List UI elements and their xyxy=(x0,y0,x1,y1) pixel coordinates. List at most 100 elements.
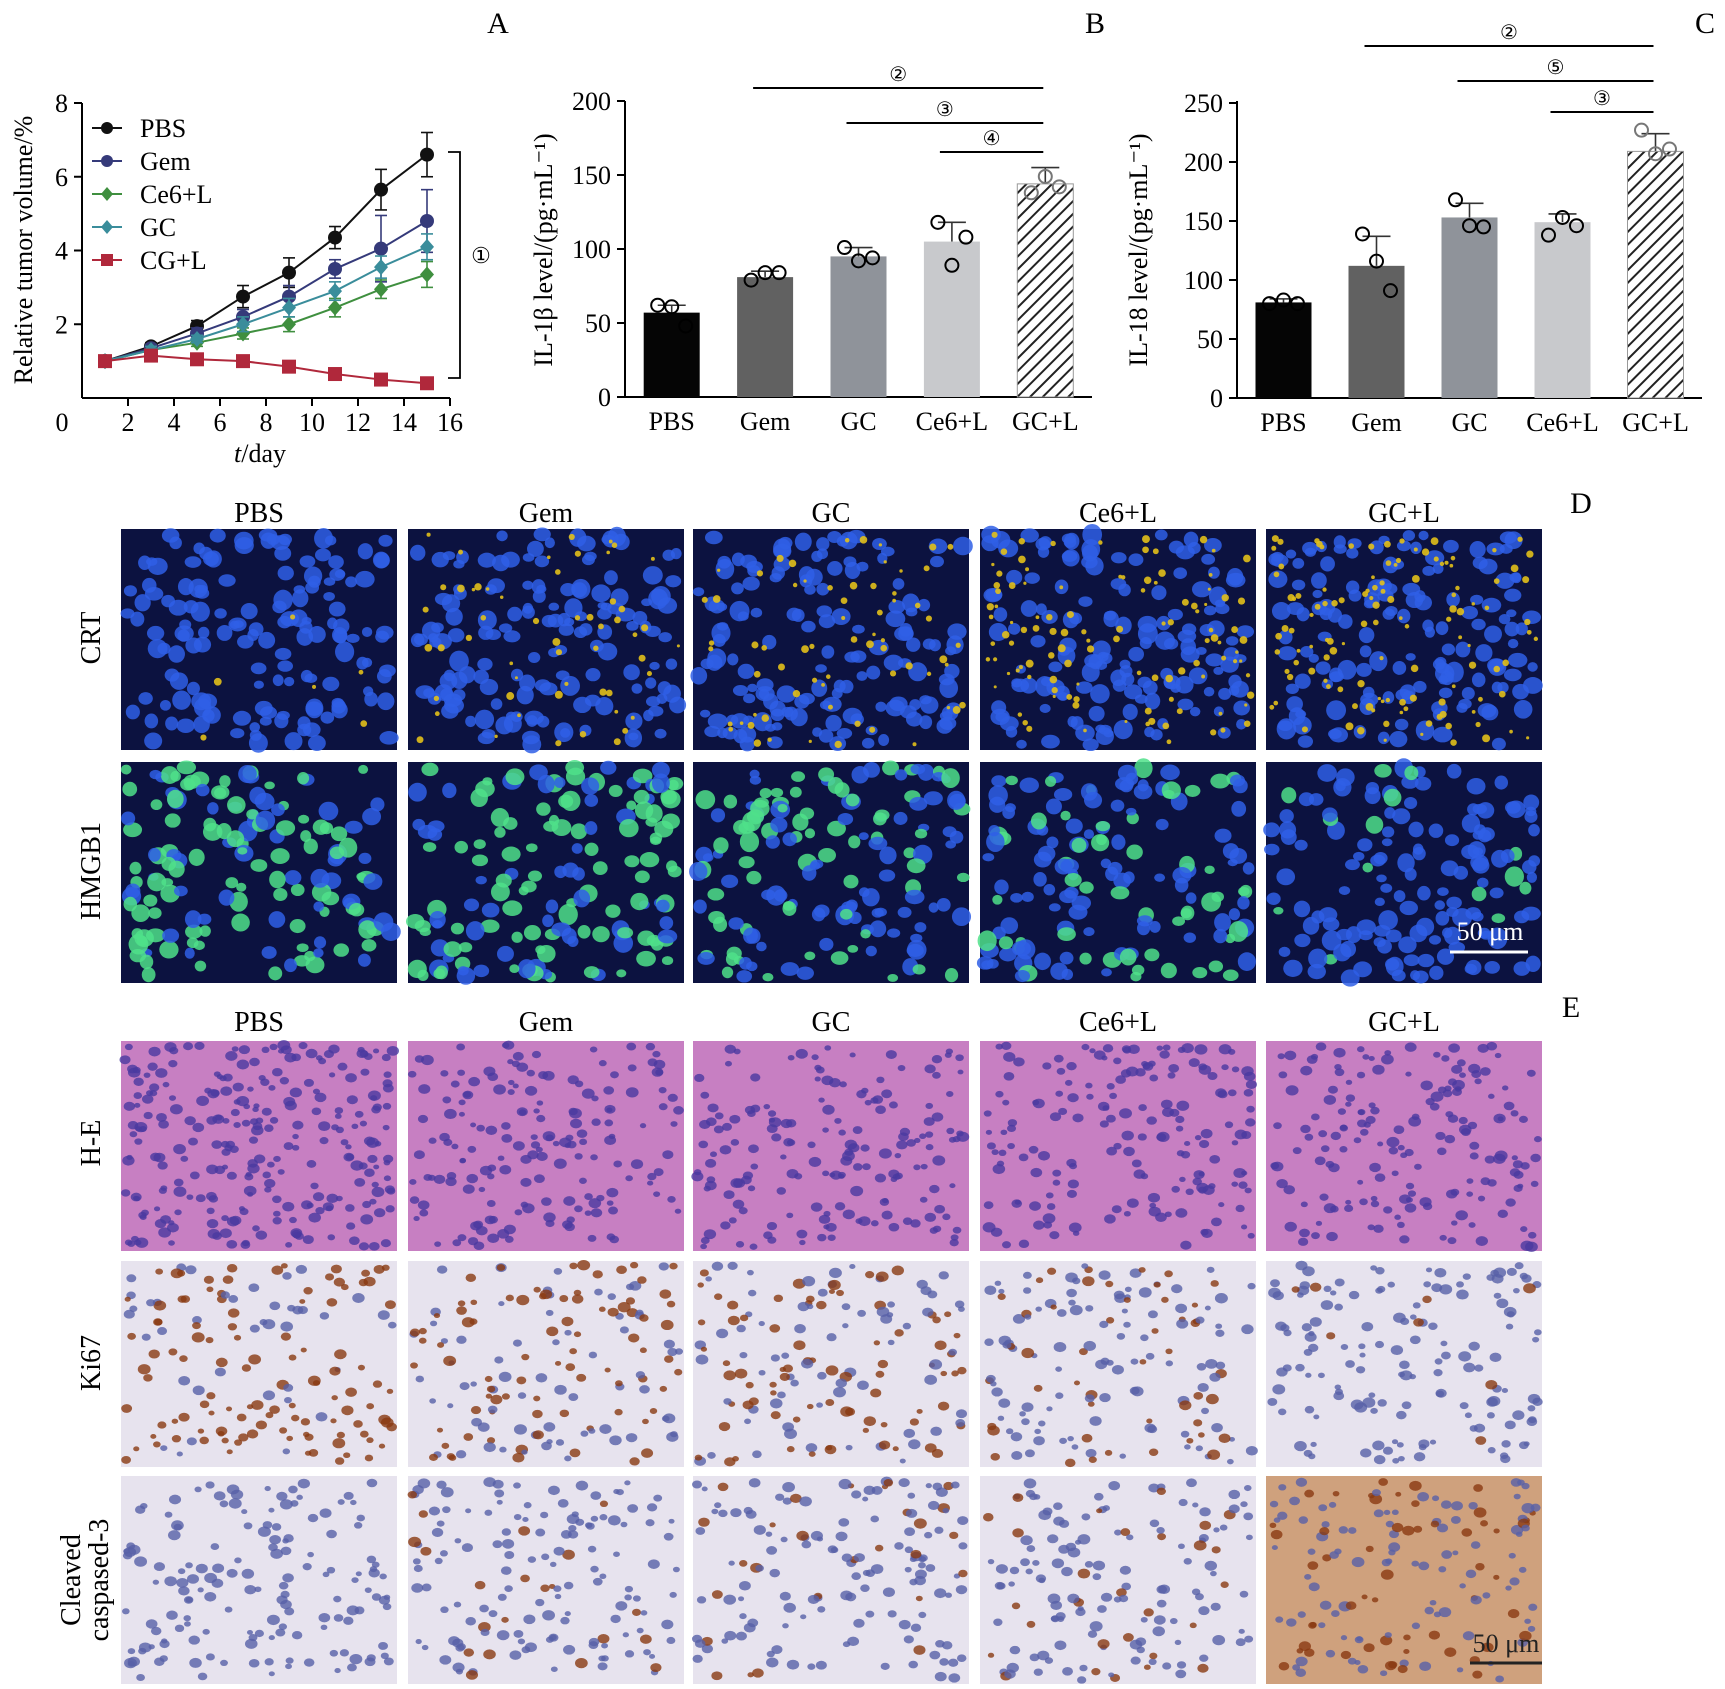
panel-e-caspase-image-ce6-l-cell xyxy=(1212,1635,1226,1646)
panel-e-ki67-image-gc-cell xyxy=(836,1289,844,1297)
panel-d-crt-image-gc-crt-signal xyxy=(825,674,831,679)
panel-e-he-image-gem-cell xyxy=(507,1059,514,1065)
panelE-column-header-pbs: PBS xyxy=(234,1007,284,1038)
panel-d-crt-image-gc-l-nucleus xyxy=(1475,644,1493,662)
panel-d-crt-image-gem-nucleus xyxy=(477,657,493,671)
panel-d-hmgb1-image-ce6-l-nucleus xyxy=(1046,836,1059,849)
panel-e-he-image-pbs-cell xyxy=(303,1078,314,1087)
panel-e-caspase-image-pbs-cell xyxy=(164,1511,173,1518)
panel-e-caspase-image-gc-l-cell xyxy=(1472,1670,1483,1679)
panel-d-hmgb1-image-ce6-l-nucleus xyxy=(1060,810,1071,821)
panel-e-ki67-image-gc-cell xyxy=(887,1339,895,1346)
panel-e-caspase-image-gem-cell xyxy=(542,1610,555,1621)
panel-e-ki67-image-gc-cell xyxy=(899,1458,906,1464)
panel-e-caspase-image-gc-l-cell xyxy=(1271,1545,1278,1550)
panel-e-he-image-ce6-l-cell xyxy=(1210,1217,1222,1227)
panel-d-crt-image-gc-l-crt-signal xyxy=(1341,642,1346,646)
panel-d-hmgb1-image-ce6-l-nucleus xyxy=(1149,920,1161,933)
panel-e-he-image-ce6-l-cell xyxy=(1218,1202,1225,1208)
panel-e-ki67-image-gc-cell xyxy=(902,1322,912,1330)
panel-e-caspase-image-gem-cell xyxy=(417,1478,431,1489)
panel-d-crt-image-gc-l-nucleus xyxy=(1395,688,1412,702)
panel-e-ki67-image-gc-cell xyxy=(724,1457,736,1467)
panel-e-he-image-gc-cell xyxy=(929,1227,938,1234)
panel-e-caspase-image-pbs-cell xyxy=(302,1562,312,1571)
panel-d-crt-image-ce6-l-nucleus xyxy=(1064,532,1080,550)
panel-e-he-image-pbs-cell xyxy=(368,1242,380,1251)
panel-d-crt-image-gc-nucleus xyxy=(894,626,914,641)
panel-d-hmgb1-image-pbs-nucleus xyxy=(219,775,231,788)
panel-e-ki67-image-gem-cell xyxy=(639,1347,647,1354)
panel-d-crt-image-gc-l-nucleus xyxy=(1495,572,1515,589)
panel-e-ki67-image-gem-cell xyxy=(455,1450,467,1459)
panel-d-crt-image-ce6-l-crt-signal xyxy=(1020,626,1028,634)
panel-e-caspase-image-pbs-cell xyxy=(326,1529,337,1539)
panel-e-he-image-gem-cell xyxy=(479,1165,493,1176)
panel-e-he-image-ce6-l-cell xyxy=(991,1149,999,1156)
panel-e-ki67-image-gem-cell xyxy=(637,1276,647,1284)
panel-e-ki67-image-pbs-cell xyxy=(168,1348,178,1356)
panel-e-caspase-image-gc-l-cell xyxy=(1429,1600,1437,1606)
panel-d-crt-image-ce6-l-crt-signal xyxy=(1023,581,1027,585)
panel-e-ki67-image-gc-l-cell xyxy=(1434,1268,1447,1278)
panel-d-hmgb1-image-gc-nucleus xyxy=(847,945,859,953)
panel-e-caspase-image-pbs-cell xyxy=(346,1605,360,1616)
panel-d-hmgb1-image-gem-nucleus xyxy=(617,927,634,939)
panel-e-ki67-image-ce6-l-cell xyxy=(1055,1366,1063,1372)
panel-e-caspase-image-gc-l-cell xyxy=(1309,1621,1317,1628)
panel-e-ki67-image-gem-cell xyxy=(521,1353,530,1361)
panel-e-he-image-gc-l-cell xyxy=(1362,1054,1370,1060)
panel-d-crt-image-gc-nucleus xyxy=(888,600,906,614)
panel-d-hmgb1-image-ce6-l-nucleus xyxy=(1227,858,1238,867)
panel-e-caspase-image-gem-cell xyxy=(672,1566,680,1573)
panel-d-hmgb1-image-pbs-nucleus xyxy=(313,901,324,912)
panel-d-hmgb1-image-gc-nucleus xyxy=(868,836,888,851)
panel-e-caspase-image-gc-cell xyxy=(766,1546,778,1555)
panel-e-ki67-image-pbs-cell xyxy=(330,1264,342,1274)
panel-d-crt-image-gc-crt-signal xyxy=(753,670,761,678)
panel-e-ki67-image-pbs-cell xyxy=(341,1405,354,1416)
panel-e-caspase-image-gem-cell xyxy=(590,1491,602,1500)
panel-d-crt-image-gc-l-nucleus xyxy=(1512,683,1529,700)
panel-d-crt-image-pbs-nucleus xyxy=(323,577,336,586)
panel-d-hmgb1-image-pbs-nucleus xyxy=(268,966,283,981)
panel-d-hmgb1-image-gc-nucleus xyxy=(749,775,762,785)
panel-e-caspase-image-gc-cell xyxy=(942,1507,950,1514)
panel-e-caspase-image-gem-cell xyxy=(504,1551,515,1559)
panel-e-he-image-gc-l-cell xyxy=(1300,1201,1308,1208)
panel-d-crt-image-gc-l-nucleus xyxy=(1405,653,1416,661)
panel-e-he-image-ce6-l-cell xyxy=(1148,1206,1161,1217)
panel-d-crt-image-gc-l-crt-signal xyxy=(1383,738,1387,742)
panel-d-crt-image-ce6-l-nucleus xyxy=(1082,523,1103,546)
panel-e-caspase-image-gc-l-cell xyxy=(1318,1504,1328,1512)
panel-d-crt-image-gc-crt-signal xyxy=(889,670,897,677)
panel-e-caspase-image-ce6-l-cell xyxy=(1219,1524,1228,1531)
panel-e-he-image-ce6-l-cell xyxy=(1018,1239,1030,1249)
panel-e-ki67-image-ce6-l-cell xyxy=(1138,1267,1146,1273)
panel-e-ki67-image-gem-cell xyxy=(521,1449,528,1455)
panel-e-he-image-pbs-cell xyxy=(322,1202,334,1212)
panel-e-ki67-image-pbs-cell xyxy=(363,1276,376,1287)
panel-e-caspase-image-ce6-l-cell xyxy=(1156,1599,1167,1608)
panel-e-caspase-image-gc-cell xyxy=(904,1527,916,1536)
panel-e-he-image-gc-cell xyxy=(707,1103,719,1113)
panel-e-he-image-pbs-cell xyxy=(302,1235,314,1244)
panel-e-he-image-gc-l-cell xyxy=(1353,1137,1362,1144)
panel-e-caspase-image-gem-cell xyxy=(474,1580,486,1590)
panel-e-he-image-pbs-cell xyxy=(129,1131,138,1138)
panel-d-hmgb1-image-gc-l-nucleus xyxy=(1494,775,1509,790)
panel-e-he-image-ce6-l-cell xyxy=(1106,1083,1115,1090)
panel-e-he-image-pbs-cell xyxy=(269,1043,278,1051)
panel-d-crt-image-gc-l-crt-signal xyxy=(1395,557,1402,564)
panel-d-crt-image-gc-l-nucleus xyxy=(1515,622,1528,636)
panel-d-crt-image-pbs-nucleus xyxy=(144,732,163,750)
panel-e-ki67-image-ce6-l-cell xyxy=(1035,1277,1044,1284)
panel-e-caspase-image-gc-l-cell xyxy=(1384,1661,1397,1671)
panel-d-hmgb1-image-gc-l-nucleus xyxy=(1446,896,1462,909)
panelB-data-point xyxy=(1051,179,1067,195)
panel-e-ki67-image-gc-l-cell xyxy=(1526,1417,1538,1426)
panel-e-ki67-image-gc-cell xyxy=(828,1267,842,1279)
panel-e-he-image-pbs-cell xyxy=(383,1154,394,1163)
panel-a-point-cg-l xyxy=(236,354,250,369)
panel-d-crt-image-gc-crt-signal xyxy=(899,569,903,573)
